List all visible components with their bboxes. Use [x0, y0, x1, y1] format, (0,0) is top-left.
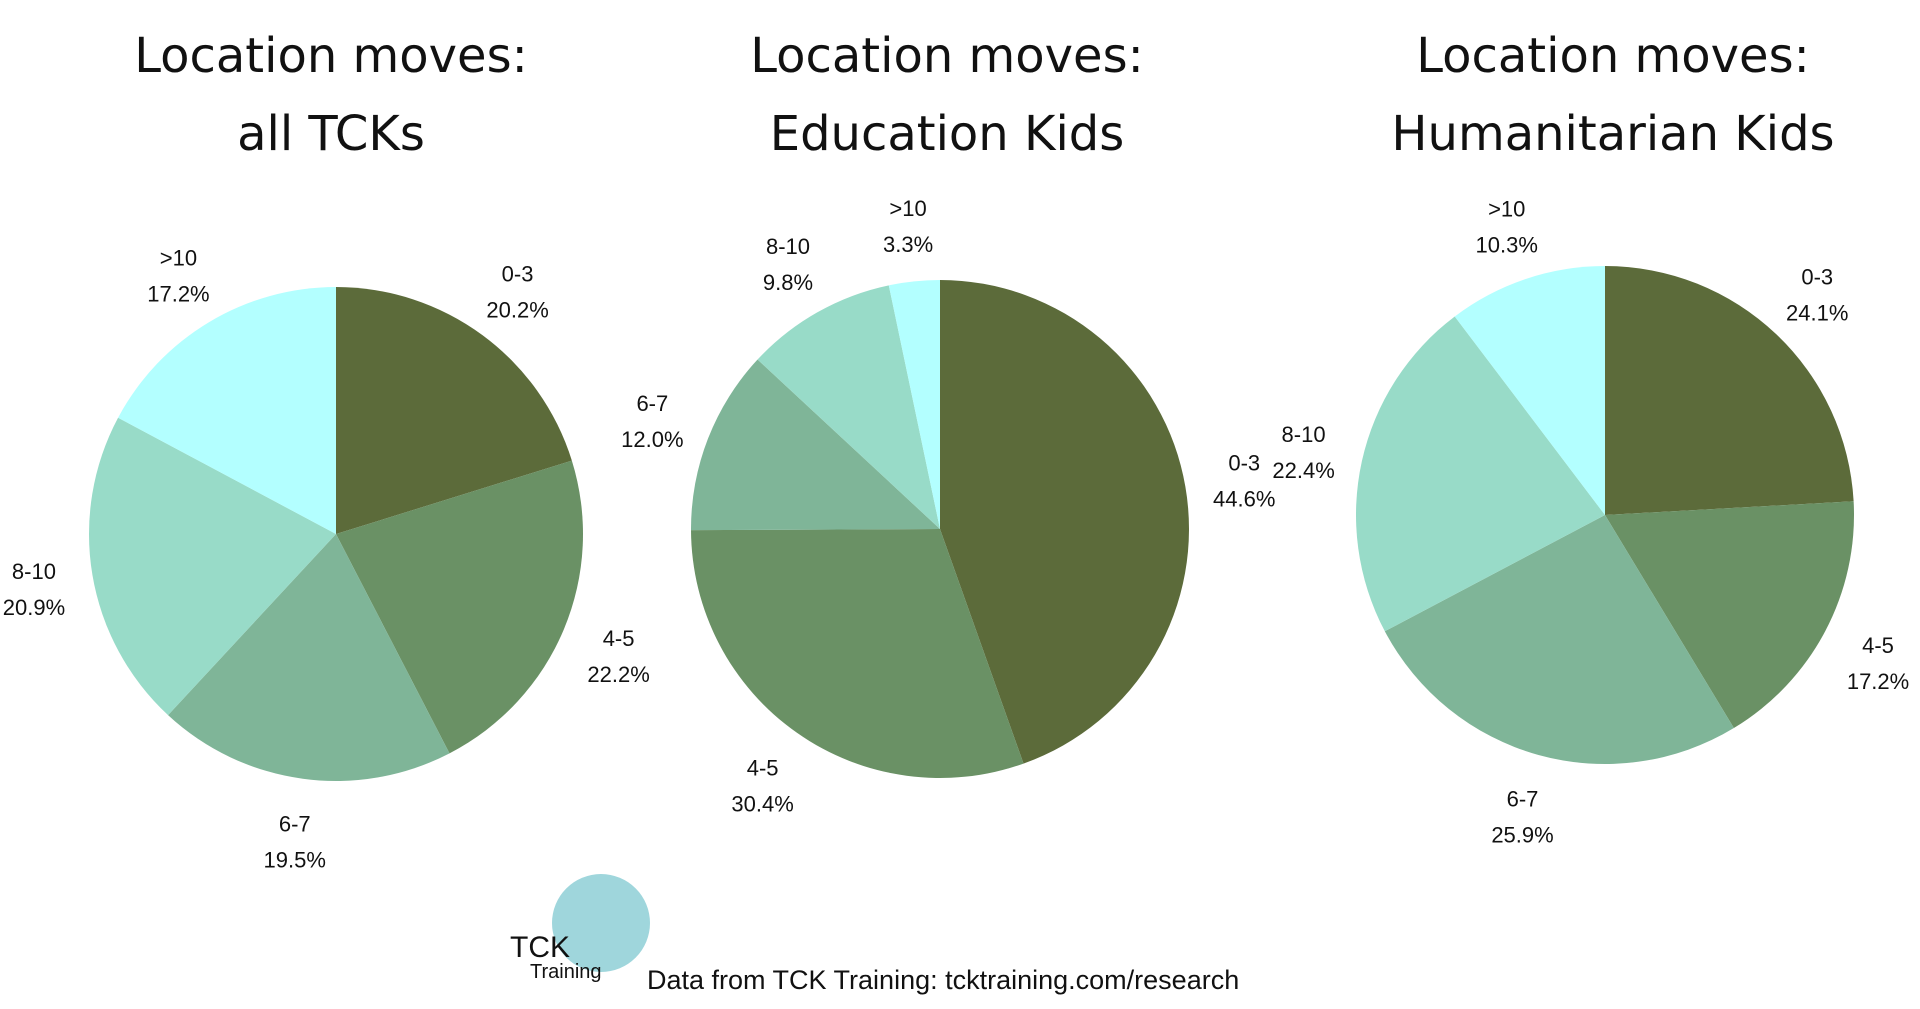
source-note: Data from TCK Training: tcktraining.com/… — [647, 965, 1239, 995]
slice-category: 4-5 — [747, 756, 779, 781]
slice-category: 8-10 — [766, 234, 810, 259]
slice-value: 10.3% — [1476, 232, 1538, 257]
pie-slice — [1605, 266, 1854, 515]
pie-slice — [1356, 316, 1605, 632]
slice-category: >10 — [160, 245, 197, 270]
pie-slice — [1384, 515, 1734, 765]
slice-category: 6-7 — [1507, 787, 1539, 812]
chart-title: Humanitarian Kids — [1391, 106, 1834, 162]
chart-title: Location moves: — [1416, 28, 1810, 84]
chart-title: Location moves: — [134, 28, 528, 84]
slice-value: 17.2% — [1847, 669, 1909, 694]
chart-title: all TCKs — [237, 106, 425, 162]
pie-slice — [757, 285, 940, 529]
logo-badge — [552, 874, 650, 972]
slice-value: 20.9% — [3, 595, 65, 620]
pie-slice — [940, 280, 1189, 764]
slice-value: 25.9% — [1491, 823, 1553, 848]
slice-value: 19.5% — [264, 847, 326, 872]
slice-category: 6-7 — [636, 391, 668, 416]
slice-value: 20.2% — [486, 297, 548, 322]
slice-value: 22.2% — [587, 662, 649, 687]
pie-slice — [336, 460, 583, 754]
slice-value: 12.0% — [621, 427, 683, 452]
pie-slice — [1454, 266, 1605, 515]
slice-value: 3.3% — [883, 232, 933, 257]
slice-value: 9.8% — [763, 270, 813, 295]
chart-title: Education Kids — [770, 106, 1125, 162]
slice-value: 22.4% — [1272, 458, 1334, 483]
slice-value: 30.4% — [731, 792, 793, 817]
slice-category: 4-5 — [603, 626, 635, 651]
pie-slice — [691, 529, 1024, 778]
slice-category: 0-3 — [1228, 450, 1260, 475]
pie-slice — [118, 287, 336, 534]
slice-category: 0-3 — [502, 261, 534, 286]
pie-slice — [691, 359, 940, 531]
pie-slice — [336, 287, 572, 534]
logo-text: Training — [530, 961, 602, 983]
slice-category: 6-7 — [279, 811, 311, 836]
slice-value: 24.1% — [1786, 301, 1848, 326]
pie-slice — [88, 417, 336, 716]
slice-category: >10 — [1488, 196, 1525, 221]
slice-category: 0-3 — [1801, 265, 1833, 290]
chart-title: Location moves: — [750, 28, 1144, 84]
slice-value: 17.2% — [147, 281, 209, 306]
slice-value: 44.6% — [1213, 486, 1275, 511]
pie-slice — [1605, 501, 1855, 729]
pie-slice — [168, 534, 450, 781]
slice-category: 4-5 — [1862, 633, 1894, 658]
slice-category: 8-10 — [12, 559, 56, 584]
slice-category: >10 — [889, 196, 926, 221]
logo-text: TCK — [510, 931, 570, 964]
slice-category: 8-10 — [1282, 422, 1326, 447]
pie-slice — [888, 280, 940, 529]
